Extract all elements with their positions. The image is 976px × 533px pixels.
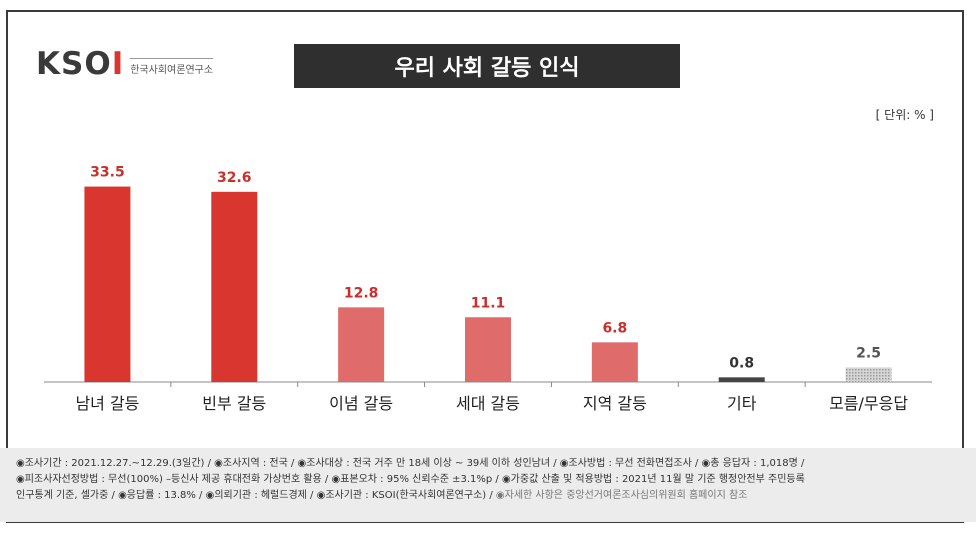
bar-0 <box>84 186 131 382</box>
category-label-3: 세대 갈등 <box>456 394 520 413</box>
footnote-line-2: ◉피조사자선정방법 : 무선(100%) –등신사 제공 휴대전화 가상번호 활… <box>16 474 805 485</box>
footnote-line-3-note: ◉자세한 사항은 중앙선거여론조사심의위원회 홈페이지 참조 <box>495 490 748 501</box>
unit-label: [ 단위: % ] <box>875 108 934 122</box>
category-label-1: 빈부 갈등 <box>202 394 266 413</box>
bar-5 <box>718 377 765 382</box>
category-label-4: 지역 갈등 <box>583 394 647 413</box>
footnote-line-3-main: 인구통계 기준, 셀가중 / ◉응답률 : 13.8% / ◉의뢰기관 : 헤럴… <box>16 490 493 501</box>
category-label-5: 기타 <box>727 394 757 413</box>
value-label-3: 11.1 <box>471 295 506 311</box>
ksoi-logo: KSOI 한국사회여론연구소 <box>36 44 214 84</box>
category-label-2: 이념 갈등 <box>329 394 393 413</box>
value-label-1: 32.6 <box>217 170 252 186</box>
value-label-0: 33.5 <box>90 165 125 181</box>
bar-1 <box>211 191 258 382</box>
bar-3 <box>465 317 511 382</box>
value-label-4: 6.8 <box>602 320 627 336</box>
category-label-6: 모름/무응답 <box>829 394 908 413</box>
bar-2 <box>338 307 385 382</box>
chart-frame <box>6 10 964 523</box>
logo-subtitle: 한국사회여론연구소 <box>130 58 214 76</box>
value-label-2: 12.8 <box>344 285 379 301</box>
bar-4 <box>591 342 638 382</box>
value-label-5: 0.8 <box>729 355 754 371</box>
footnote-line-3: 인구통계 기준, 셀가중 / ◉응답률 : 13.8% / ◉의뢰기관 : 헤럴… <box>16 489 747 503</box>
bar-6 <box>845 367 892 382</box>
footnote-line-1: ◉조사기간 : 2021.12.27.~12.29.(3일간) / ◉조사지역 … <box>16 458 805 469</box>
category-label-0: 남녀 갈등 <box>75 394 139 413</box>
value-label-6: 2.5 <box>856 345 881 361</box>
chart-title: 우리 사회 갈등 인식 <box>294 44 680 88</box>
logo-mark: KSOI <box>36 45 125 82</box>
footnote-panel: ◉조사기간 : 2021.12.27.~12.29.(3일간) / ◉조사지역 … <box>0 448 976 522</box>
bar-chart: 33.5 32.6 12.8 11.1 6.8 0.8 2.5 남녀 갈등 빈부 갈등 이념 갈… <box>44 165 932 413</box>
